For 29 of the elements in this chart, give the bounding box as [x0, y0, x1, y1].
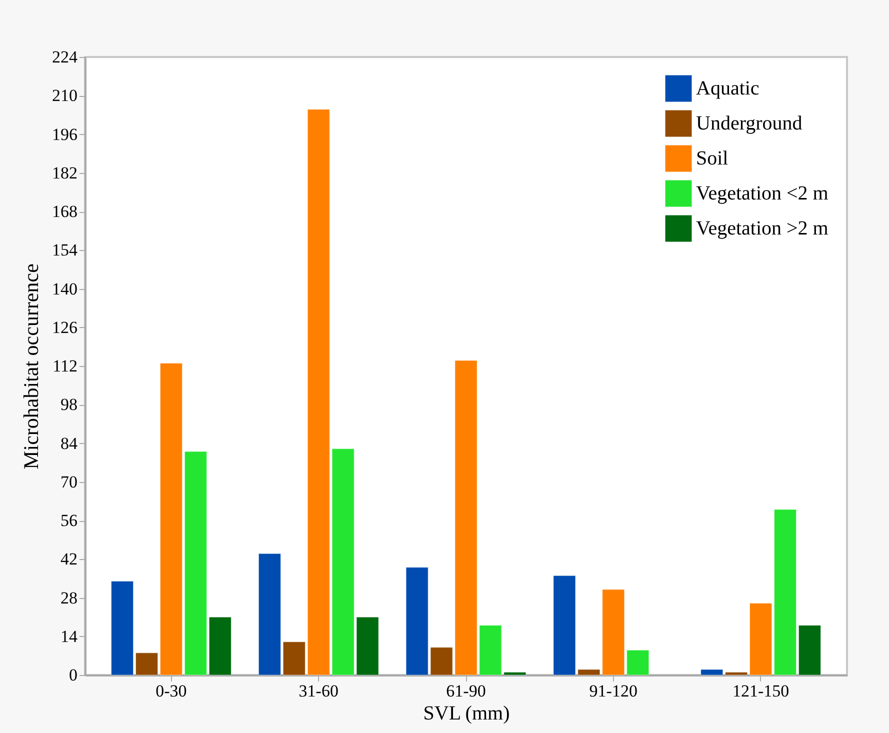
x-tick-label: 0-30	[156, 682, 187, 700]
y-tick-label: 182	[52, 163, 78, 182]
y-tick-label: 140	[52, 279, 78, 298]
y-tick-label: 224	[52, 48, 78, 66]
y-axis-title: Microhabitat occurrence	[19, 264, 43, 470]
x-tick-label: 91-120	[589, 682, 638, 700]
y-tick-label: 112	[52, 356, 78, 376]
y-tick-label: 70	[60, 472, 78, 492]
legend-label: Underground	[696, 112, 802, 134]
y-tick-label: 154	[52, 240, 78, 260]
y-tick-label: 126	[52, 318, 78, 337]
y-tick-label: 98	[60, 395, 78, 414]
x-tick-label: 61-90	[446, 682, 486, 700]
x-axis-title: SVL (mm)	[423, 702, 510, 724]
legend-label: Vegetation >2 m	[696, 218, 829, 240]
y-tick-label: 42	[60, 550, 78, 569]
y-tick-label: 196	[52, 124, 78, 144]
y-tick-label: 84	[60, 434, 78, 453]
y-tick-label: 14	[60, 626, 78, 646]
legend-label: Aquatic	[696, 78, 760, 100]
legend-label: Vegetation <2 m	[696, 182, 829, 204]
x-tick-label: 121-150	[732, 682, 790, 700]
y-tick-label: 28	[60, 588, 78, 608]
y-tick-label: 56	[60, 511, 78, 530]
y-tick-label: 168	[52, 202, 78, 221]
y-tick-label: 210	[52, 86, 78, 106]
y-tick-label: 0	[69, 666, 78, 684]
x-tick-label: 31-60	[298, 682, 338, 700]
legend-label: Soil	[696, 148, 729, 170]
